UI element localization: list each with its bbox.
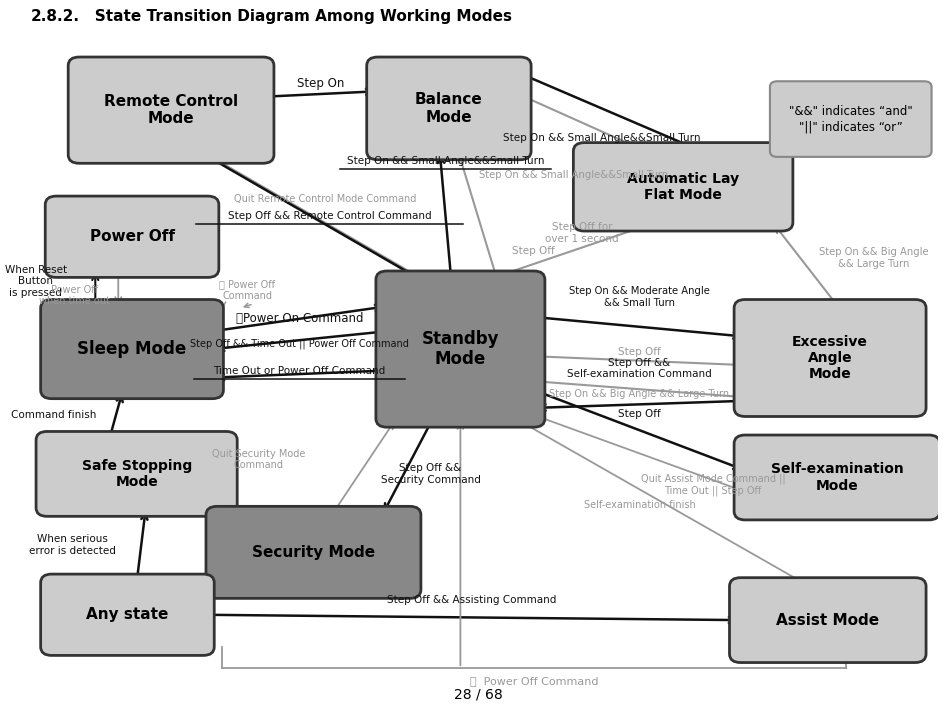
FancyBboxPatch shape bbox=[733, 435, 939, 520]
FancyBboxPatch shape bbox=[733, 299, 925, 417]
FancyBboxPatch shape bbox=[728, 578, 925, 662]
Text: Sleep Mode: Sleep Mode bbox=[77, 340, 187, 358]
FancyBboxPatch shape bbox=[206, 506, 421, 599]
Text: Remote Control
Mode: Remote Control Mode bbox=[104, 94, 238, 126]
Text: Standby
Mode: Standby Mode bbox=[421, 329, 499, 369]
Text: Step Off: Step Off bbox=[618, 409, 660, 419]
Text: Step On && Small Angle&&Small Turn: Step On && Small Angle&&Small Turn bbox=[479, 170, 668, 180]
Text: ⏻  Power Off Command: ⏻ Power Off Command bbox=[469, 676, 598, 686]
Text: Security Mode: Security Mode bbox=[251, 545, 374, 560]
Text: Time Out or Power Off Command: Time Out or Power Off Command bbox=[213, 366, 386, 376]
Text: ⏻ Power Off
Command: ⏻ Power Off Command bbox=[219, 279, 275, 301]
Text: Balance
Mode: Balance Mode bbox=[415, 92, 483, 125]
Text: Command finish: Command finish bbox=[11, 410, 96, 420]
Text: Safe Stopping
Mode: Safe Stopping Mode bbox=[82, 459, 191, 489]
Text: Step Off: Step Off bbox=[512, 246, 555, 256]
FancyBboxPatch shape bbox=[69, 57, 273, 163]
Text: Step Off &&
Self-examination Command: Step Off && Self-examination Command bbox=[566, 358, 711, 379]
FancyBboxPatch shape bbox=[573, 142, 792, 231]
Text: Power Off: Power Off bbox=[89, 229, 174, 244]
FancyBboxPatch shape bbox=[41, 299, 223, 399]
Text: Quit Remote Control Mode Command: Quit Remote Control Mode Command bbox=[233, 194, 416, 204]
Text: Self-examination
Mode: Self-examination Mode bbox=[770, 463, 902, 493]
Text: Automatic Lay
Flat Mode: Automatic Lay Flat Mode bbox=[626, 172, 739, 202]
Text: Self-examination finish: Self-examination finish bbox=[583, 500, 695, 510]
Text: Step Off && Remote Control Command: Step Off && Remote Control Command bbox=[228, 211, 431, 221]
FancyBboxPatch shape bbox=[36, 432, 237, 516]
Text: Step Off: Step Off bbox=[618, 347, 660, 357]
Text: Step On && Small Angle&&Small Turn: Step On && Small Angle&&Small Turn bbox=[347, 156, 544, 166]
Text: 2.8.2.: 2.8.2. bbox=[30, 9, 79, 24]
Text: Step Off &&
Security Command: Step Off && Security Command bbox=[380, 463, 480, 485]
Text: ⏻Power On Command: ⏻Power On Command bbox=[236, 312, 363, 325]
Text: Step On: Step On bbox=[296, 77, 344, 90]
FancyBboxPatch shape bbox=[769, 82, 931, 157]
Text: Quit Assist Mode Command ||
Time Out || Step Off: Quit Assist Mode Command || Time Out || … bbox=[640, 473, 784, 496]
Text: Power Off
when time out: Power Off when time out bbox=[39, 285, 109, 306]
Text: Step Off && Time Out || Power Off Command: Step Off && Time Out || Power Off Comman… bbox=[190, 339, 408, 349]
Text: When Reset
Button
is pressed: When Reset Button is pressed bbox=[5, 265, 67, 298]
Text: Quit Security Mode
Command: Quit Security Mode Command bbox=[211, 449, 305, 470]
FancyBboxPatch shape bbox=[367, 57, 530, 160]
FancyBboxPatch shape bbox=[41, 574, 214, 655]
Text: Step On && Moderate Angle
&& Small Turn: Step On && Moderate Angle && Small Turn bbox=[568, 286, 709, 308]
Text: Step Off for
over 1 second: Step Off for over 1 second bbox=[545, 223, 618, 244]
Text: Step Off && Assisting Command: Step Off && Assisting Command bbox=[387, 596, 556, 606]
Text: State Transition Diagram Among Working Modes: State Transition Diagram Among Working M… bbox=[79, 9, 511, 24]
Text: When serious
error is detected: When serious error is detected bbox=[29, 534, 115, 556]
Text: 28 / 68: 28 / 68 bbox=[454, 688, 503, 702]
FancyBboxPatch shape bbox=[45, 196, 219, 277]
Text: Excessive
Angle
Mode: Excessive Angle Mode bbox=[791, 335, 867, 381]
Text: "&&" indicates “and"
"||" indicates “or”: "&&" indicates “and" "||" indicates “or” bbox=[788, 105, 912, 133]
Text: Step On && Small Angle&&Small Turn: Step On && Small Angle&&Small Turn bbox=[503, 133, 700, 143]
FancyBboxPatch shape bbox=[375, 271, 545, 427]
Text: Step On && Big Angle && Large Turn: Step On && Big Angle && Large Turn bbox=[549, 389, 729, 399]
Text: Assist Mode: Assist Mode bbox=[776, 613, 879, 628]
Text: Any state: Any state bbox=[87, 607, 169, 622]
Text: Step On && Big Angle
&& Large Turn: Step On && Big Angle && Large Turn bbox=[818, 247, 927, 269]
